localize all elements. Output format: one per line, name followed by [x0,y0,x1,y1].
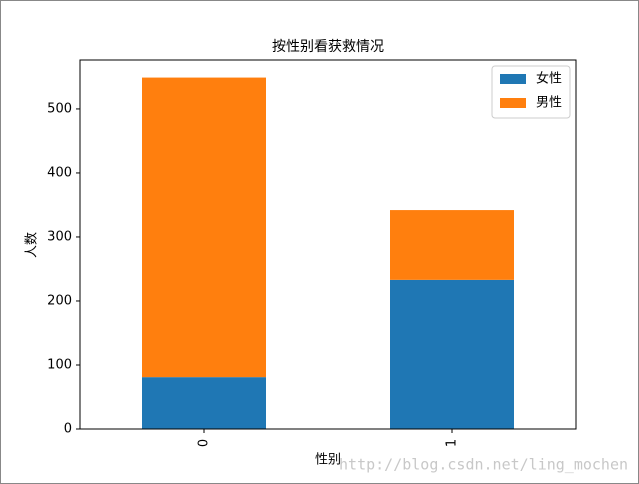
legend-label: 女性 [536,71,562,87]
y-tick-label: 200 [47,293,72,308]
y-axis-label: 人数 [25,232,40,258]
legend-swatch [500,74,526,84]
legend-swatch [500,98,526,108]
legend-label: 男性 [536,96,562,111]
y-tick-label: 100 [47,357,72,372]
x-tick-label: 1 [445,439,460,447]
y-tick-label: 400 [47,165,72,180]
bar-segment [390,279,514,429]
bar-segment [142,77,266,378]
y-tick-label: 300 [47,229,72,244]
y-tick-label: 500 [47,101,72,116]
bar-segment [390,210,514,280]
x-tick-label: 0 [197,439,212,447]
bar-segment [142,377,266,429]
plot-frame [79,59,577,430]
watermark: http://blog.csdn.net/ling_mochen [339,456,628,474]
y-tick-label: 0 [64,422,72,437]
chart-title: 按性别看获救情况 [272,39,384,55]
x-axis-label: 性别 [315,453,341,468]
